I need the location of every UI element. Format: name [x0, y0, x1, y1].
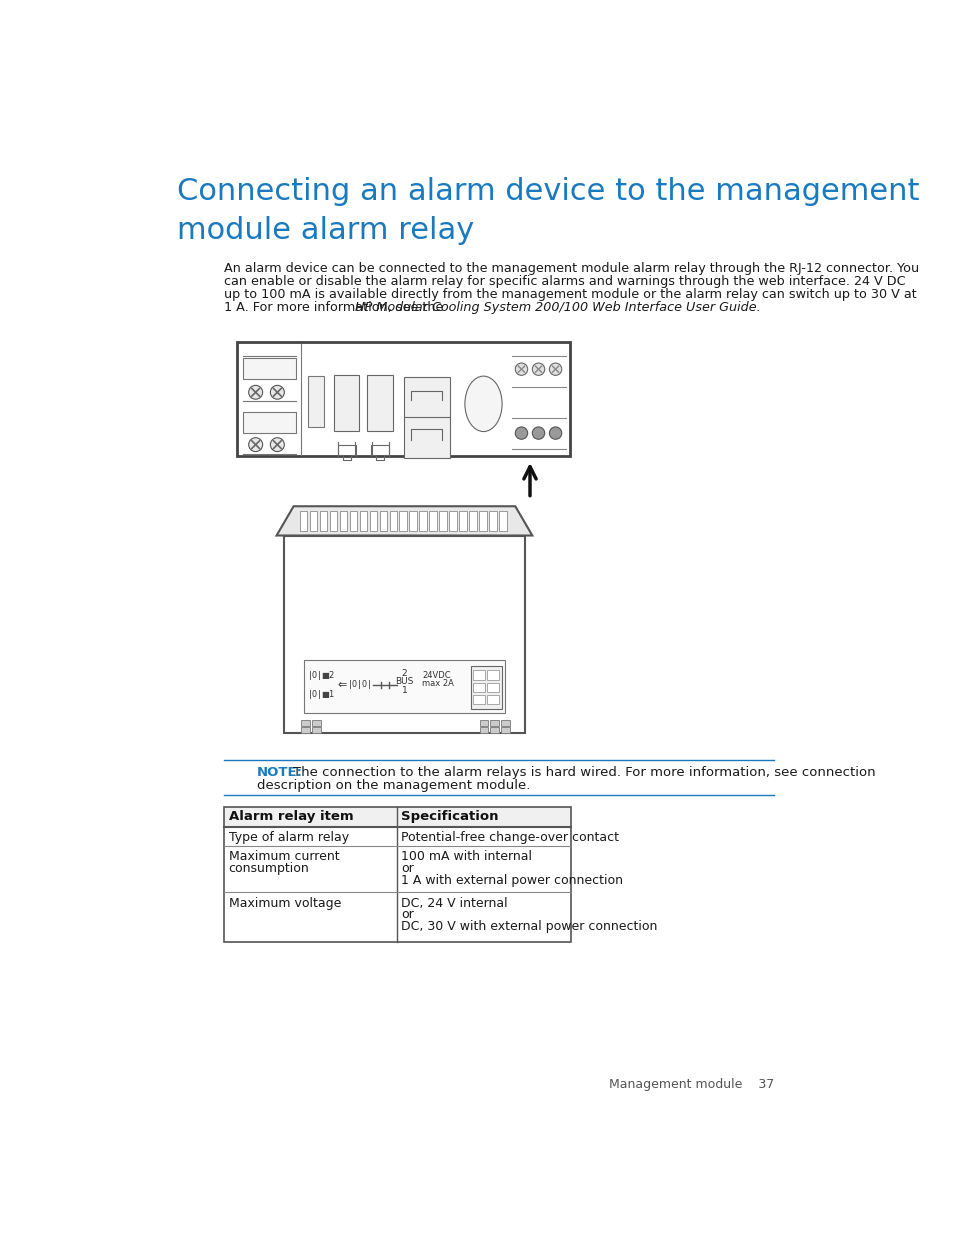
Bar: [486, 683, 498, 692]
Text: 2: 2: [328, 671, 334, 680]
Bar: [409, 511, 416, 531]
Bar: [350, 511, 357, 531]
Text: or: or: [401, 908, 414, 921]
Text: Connecting an alarm device to the management: Connecting an alarm device to the manage…: [177, 178, 919, 206]
Bar: [489, 511, 497, 531]
Bar: [479, 720, 488, 726]
Bar: [486, 695, 498, 704]
Bar: [458, 511, 466, 531]
Bar: [243, 411, 295, 433]
Bar: [429, 511, 436, 531]
Circle shape: [532, 363, 544, 375]
Text: An alarm device can be connected to the management module alarm relay through th: An alarm device can be connected to the …: [224, 262, 918, 275]
Bar: [472, 695, 484, 704]
Text: 2: 2: [401, 669, 407, 678]
Bar: [359, 511, 367, 531]
Bar: [469, 511, 476, 531]
Bar: [301, 727, 310, 734]
Bar: [486, 671, 498, 679]
Text: The connection to the alarm relays is hard wired. For more information, see conn: The connection to the alarm relays is ha…: [293, 766, 875, 779]
Text: description on the management module.: description on the management module.: [257, 779, 530, 792]
Bar: [472, 671, 484, 679]
Bar: [479, 727, 488, 734]
Bar: [369, 511, 376, 531]
Text: HP Modular Cooling System 200/100 Web Interface User Guide.: HP Modular Cooling System 200/100 Web In…: [355, 301, 760, 315]
Bar: [310, 511, 317, 531]
Text: |O|O|: |O|O|: [348, 680, 373, 689]
Bar: [334, 375, 359, 431]
Text: max 2A: max 2A: [422, 679, 454, 688]
Text: ■: ■: [321, 671, 329, 680]
Text: DC, 30 V with external power connection: DC, 30 V with external power connection: [401, 920, 657, 932]
Text: module alarm relay: module alarm relay: [177, 216, 475, 245]
Bar: [498, 511, 506, 531]
Text: Maximum voltage: Maximum voltage: [229, 897, 340, 910]
Bar: [472, 683, 484, 692]
Text: consumption: consumption: [229, 862, 309, 874]
Bar: [319, 511, 327, 531]
Bar: [478, 511, 486, 531]
Bar: [367, 375, 393, 431]
Text: up to 100 mA is available directly from the management module or the alarm relay: up to 100 mA is available directly from …: [224, 288, 916, 301]
Text: ⇐: ⇐: [336, 680, 346, 690]
Bar: [312, 727, 320, 734]
Bar: [284, 536, 524, 734]
Text: Type of alarm relay: Type of alarm relay: [229, 831, 348, 845]
Bar: [303, 661, 505, 713]
Bar: [389, 511, 396, 531]
Text: can enable or disable the alarm relay for specific alarms and warnings through t: can enable or disable the alarm relay fo…: [224, 275, 904, 288]
Bar: [330, 511, 337, 531]
Bar: [490, 727, 498, 734]
Text: BUS: BUS: [395, 677, 414, 687]
Bar: [308, 377, 323, 427]
Bar: [224, 806, 571, 826]
Text: |O|: |O|: [307, 671, 322, 680]
Text: Potential-free change-over contact: Potential-free change-over contact: [401, 831, 618, 845]
Bar: [500, 727, 509, 734]
Bar: [243, 358, 295, 379]
Text: Specification: Specification: [401, 810, 498, 824]
Bar: [490, 720, 498, 726]
Circle shape: [270, 385, 284, 399]
Circle shape: [270, 437, 284, 452]
Bar: [500, 720, 509, 726]
Bar: [449, 511, 456, 531]
Bar: [236, 342, 570, 456]
Text: or: or: [401, 862, 414, 874]
Text: 1 A. For more information, see the: 1 A. For more information, see the: [224, 301, 447, 315]
Circle shape: [549, 363, 561, 375]
Circle shape: [549, 427, 561, 440]
Text: 1: 1: [328, 689, 334, 699]
Circle shape: [515, 427, 527, 440]
Bar: [439, 511, 447, 531]
Circle shape: [249, 385, 262, 399]
Text: Maximum current: Maximum current: [229, 851, 339, 863]
Bar: [471, 667, 501, 709]
Bar: [301, 720, 310, 726]
Text: NOTE:: NOTE:: [257, 766, 303, 779]
Bar: [299, 511, 307, 531]
Bar: [419, 511, 427, 531]
Text: 100 mA with internal: 100 mA with internal: [401, 851, 532, 863]
Bar: [224, 806, 571, 942]
Circle shape: [532, 427, 544, 440]
Circle shape: [515, 363, 527, 375]
Circle shape: [249, 437, 262, 452]
Text: |O|: |O|: [307, 689, 322, 699]
Text: ■: ■: [321, 689, 329, 699]
Text: 1 A with external power connection: 1 A with external power connection: [401, 873, 622, 887]
Text: Alarm relay item: Alarm relay item: [229, 810, 353, 824]
Text: 1: 1: [401, 687, 407, 695]
Ellipse shape: [464, 377, 501, 431]
Bar: [312, 720, 320, 726]
Bar: [399, 511, 407, 531]
Text: DC, 24 V internal: DC, 24 V internal: [401, 897, 507, 910]
Bar: [339, 511, 347, 531]
Polygon shape: [276, 506, 532, 536]
Bar: [379, 511, 387, 531]
Text: 24VDC: 24VDC: [422, 671, 451, 680]
Bar: [403, 377, 450, 458]
Text: Management module    37: Management module 37: [608, 1078, 773, 1092]
